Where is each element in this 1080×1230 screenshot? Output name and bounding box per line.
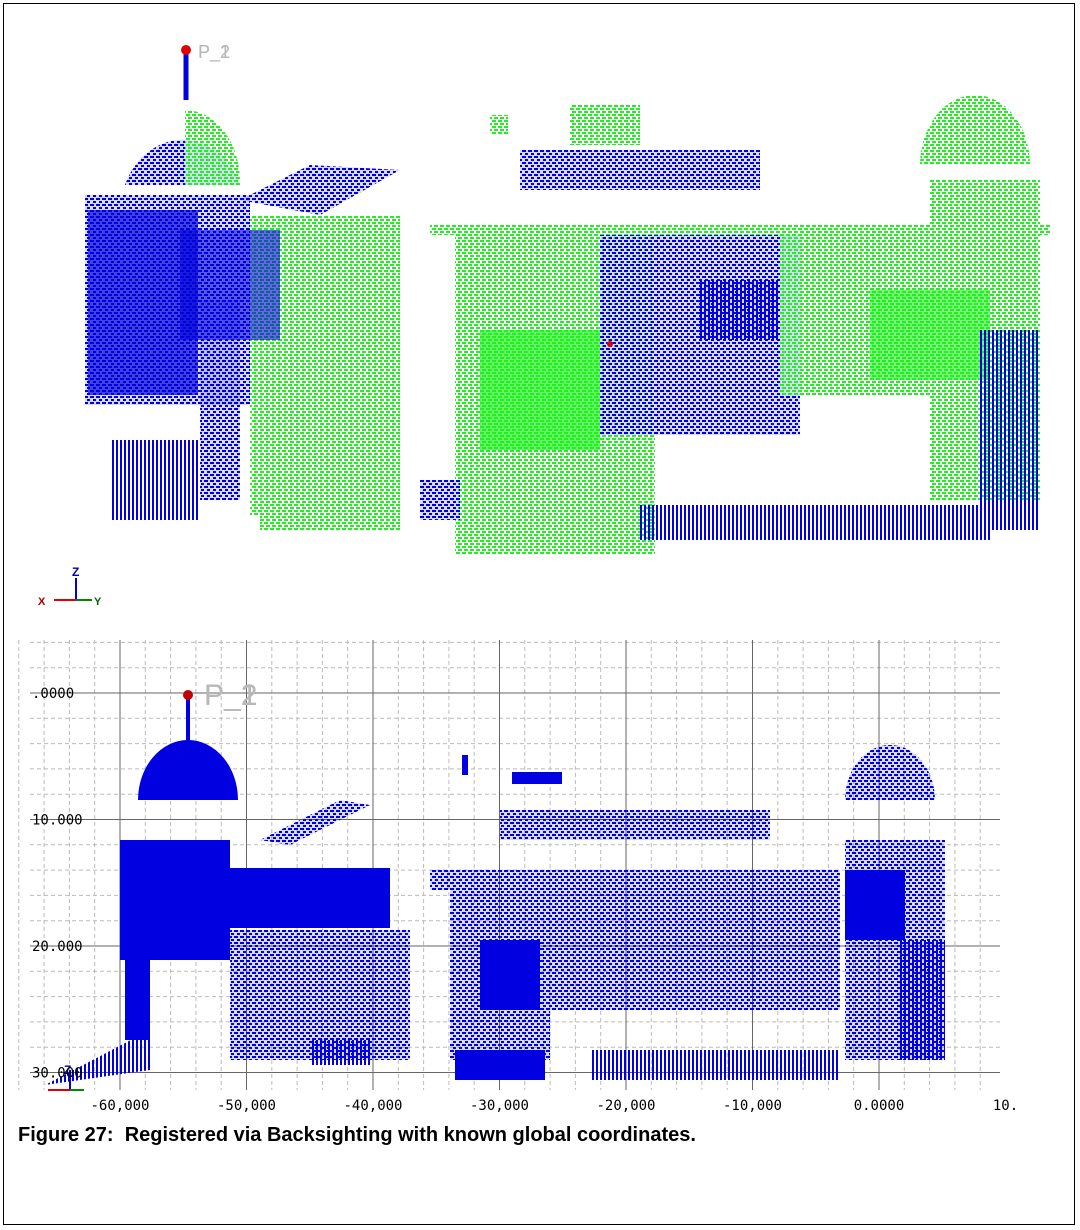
y-tick-label: .0000 xyxy=(32,686,74,702)
control-point xyxy=(183,690,193,700)
x-tick-label: 0.0000 xyxy=(854,1098,905,1114)
x-tick-label: -30,000 xyxy=(470,1098,529,1114)
x-tick-label: -40,000 xyxy=(343,1098,402,1114)
x-tick-label: -10,000 xyxy=(723,1098,782,1114)
axis-triad: Z X Y xyxy=(38,565,102,608)
control-point xyxy=(607,341,613,347)
point-label: P_2 xyxy=(204,679,257,712)
bottom-point-cloud xyxy=(45,690,945,1085)
x-tick-label: -60,000 xyxy=(90,1098,149,1114)
figure: P_1 P_2 Z X Y P_1 P_2 xyxy=(0,0,1080,1120)
y-tick-label: 30.000 xyxy=(32,1066,83,1082)
axis-label: Y xyxy=(94,596,102,608)
control-point xyxy=(181,45,191,55)
y-tick-label: 10.000 xyxy=(32,813,83,829)
figure-caption: Figure 27: Registered via Backsighting w… xyxy=(18,1124,696,1147)
x-tick-label: -20,000 xyxy=(596,1098,655,1114)
x-tick-label: 10. xyxy=(993,1098,1018,1114)
axis-label: Z xyxy=(72,565,79,579)
page: P_1 P_2 Z X Y P_1 P_2 xyxy=(0,0,1080,1230)
point-label: P_2 xyxy=(198,42,230,63)
x-tick-label: -50,000 xyxy=(217,1098,276,1114)
axis-label: X xyxy=(38,596,46,608)
y-tick-label: 20.000 xyxy=(32,939,83,955)
top-point-cloud xyxy=(85,45,1050,555)
